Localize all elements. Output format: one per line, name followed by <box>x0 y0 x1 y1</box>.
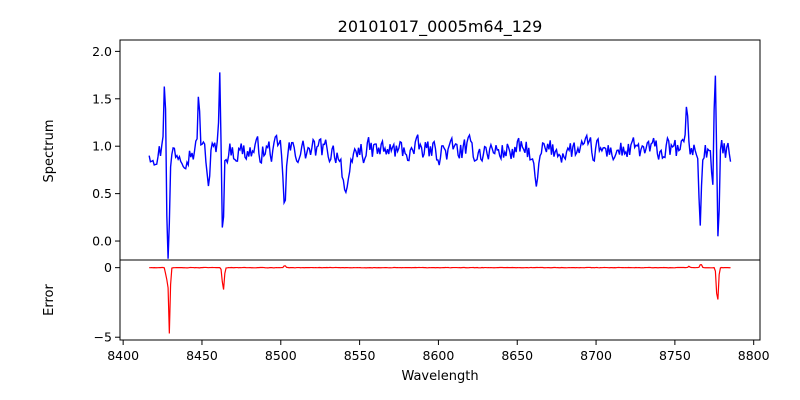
spectrum-y-tick-label-1: 0.5 <box>92 186 112 201</box>
x-tick-label-8550: 8550 <box>344 348 376 363</box>
error-y-label: Error <box>42 284 57 316</box>
error-panel: 0 −5 Error <box>42 259 761 345</box>
chart-title: 20101017_0005m64_129 <box>338 17 543 37</box>
spectrum-y-tick-label-3: 1.5 <box>92 91 112 106</box>
spectrum-y-tick-label-4: 2.0 <box>92 44 112 59</box>
spectrum-y-axis: 0.0 0.5 1.0 1.5 2.0 <box>92 44 120 249</box>
x-tick-label-8500: 8500 <box>265 348 297 363</box>
x-axis-label: Wavelength <box>401 369 478 384</box>
spectrum-y-tick-label-0: 0.0 <box>92 234 112 249</box>
x-tick-label-8750: 8750 <box>659 348 691 363</box>
error-series-line <box>149 264 731 334</box>
error-axes-frame <box>119 259 761 341</box>
x-tick-label-8600: 8600 <box>423 348 455 363</box>
x-tick-label-8450: 8450 <box>186 348 218 363</box>
x-tick-label-8400: 8400 <box>107 348 139 363</box>
spectrum-y-label: Spectrum <box>42 120 57 183</box>
spectrum-y-tick-label-2: 1.0 <box>92 139 112 154</box>
spectrum-panel: 0.0 0.5 1.0 1.5 2.0 Spectrum <box>42 39 761 261</box>
error-y-tick-label-1: −5 <box>94 330 112 345</box>
x-axis: 8400 8450 8500 8550 8600 8650 8700 8750 8800 <box>107 340 770 363</box>
x-tick-label-8800: 8800 <box>738 348 770 363</box>
x-tick-label-8650: 8650 <box>501 348 533 363</box>
spectrum-series-line <box>148 72 732 259</box>
error-y-axis: 0 −5 <box>94 260 120 345</box>
x-tick-label-8700: 8700 <box>580 348 612 363</box>
error-y-tick-label-0: 0 <box>104 260 112 275</box>
